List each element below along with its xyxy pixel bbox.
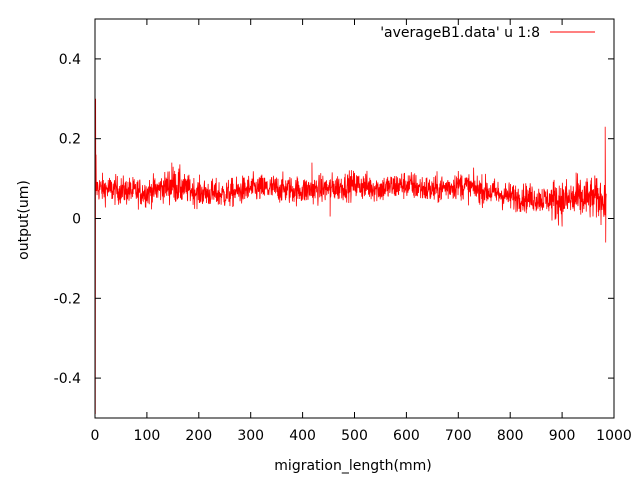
legend-label: 'averageB1.data' u 1:8 (380, 25, 540, 41)
series-layer (94, 66, 607, 415)
x-tick-label: 100 (134, 428, 161, 444)
x-tick-label: 0 (91, 428, 100, 444)
x-tick-label: 600 (393, 428, 420, 444)
y-tick-label: 0.2 (59, 132, 81, 148)
x-tick-label: 1000 (596, 428, 632, 444)
y-tick-labels: -0.4 -0.2 0 0.2 0.4 (54, 52, 81, 387)
y-tick-label: 0.4 (59, 52, 81, 68)
x-tick-label: 400 (289, 428, 316, 444)
tick-layer (94, 19, 615, 418)
x-tick-label: 300 (237, 428, 264, 444)
y-axis-label: output(um) (16, 180, 32, 260)
y-tick-label: -0.4 (54, 371, 81, 387)
x-tick-label: 500 (341, 428, 368, 444)
x-tick-label: 900 (549, 428, 576, 444)
x-tick-label: 200 (185, 428, 212, 444)
x-tick-labels: 0 100 200 300 400 500 600 700 800 900 1000 (91, 428, 632, 444)
x-tick-label: 700 (445, 428, 472, 444)
series-line (94, 66, 607, 415)
legend: 'averageB1.data' u 1:8 (380, 25, 595, 41)
y-tick-label: -0.2 (54, 291, 81, 307)
y-tick-label: 0 (72, 212, 81, 228)
x-tick-label: 800 (497, 428, 524, 444)
x-axis-label: migration_length(mm) (274, 458, 431, 474)
